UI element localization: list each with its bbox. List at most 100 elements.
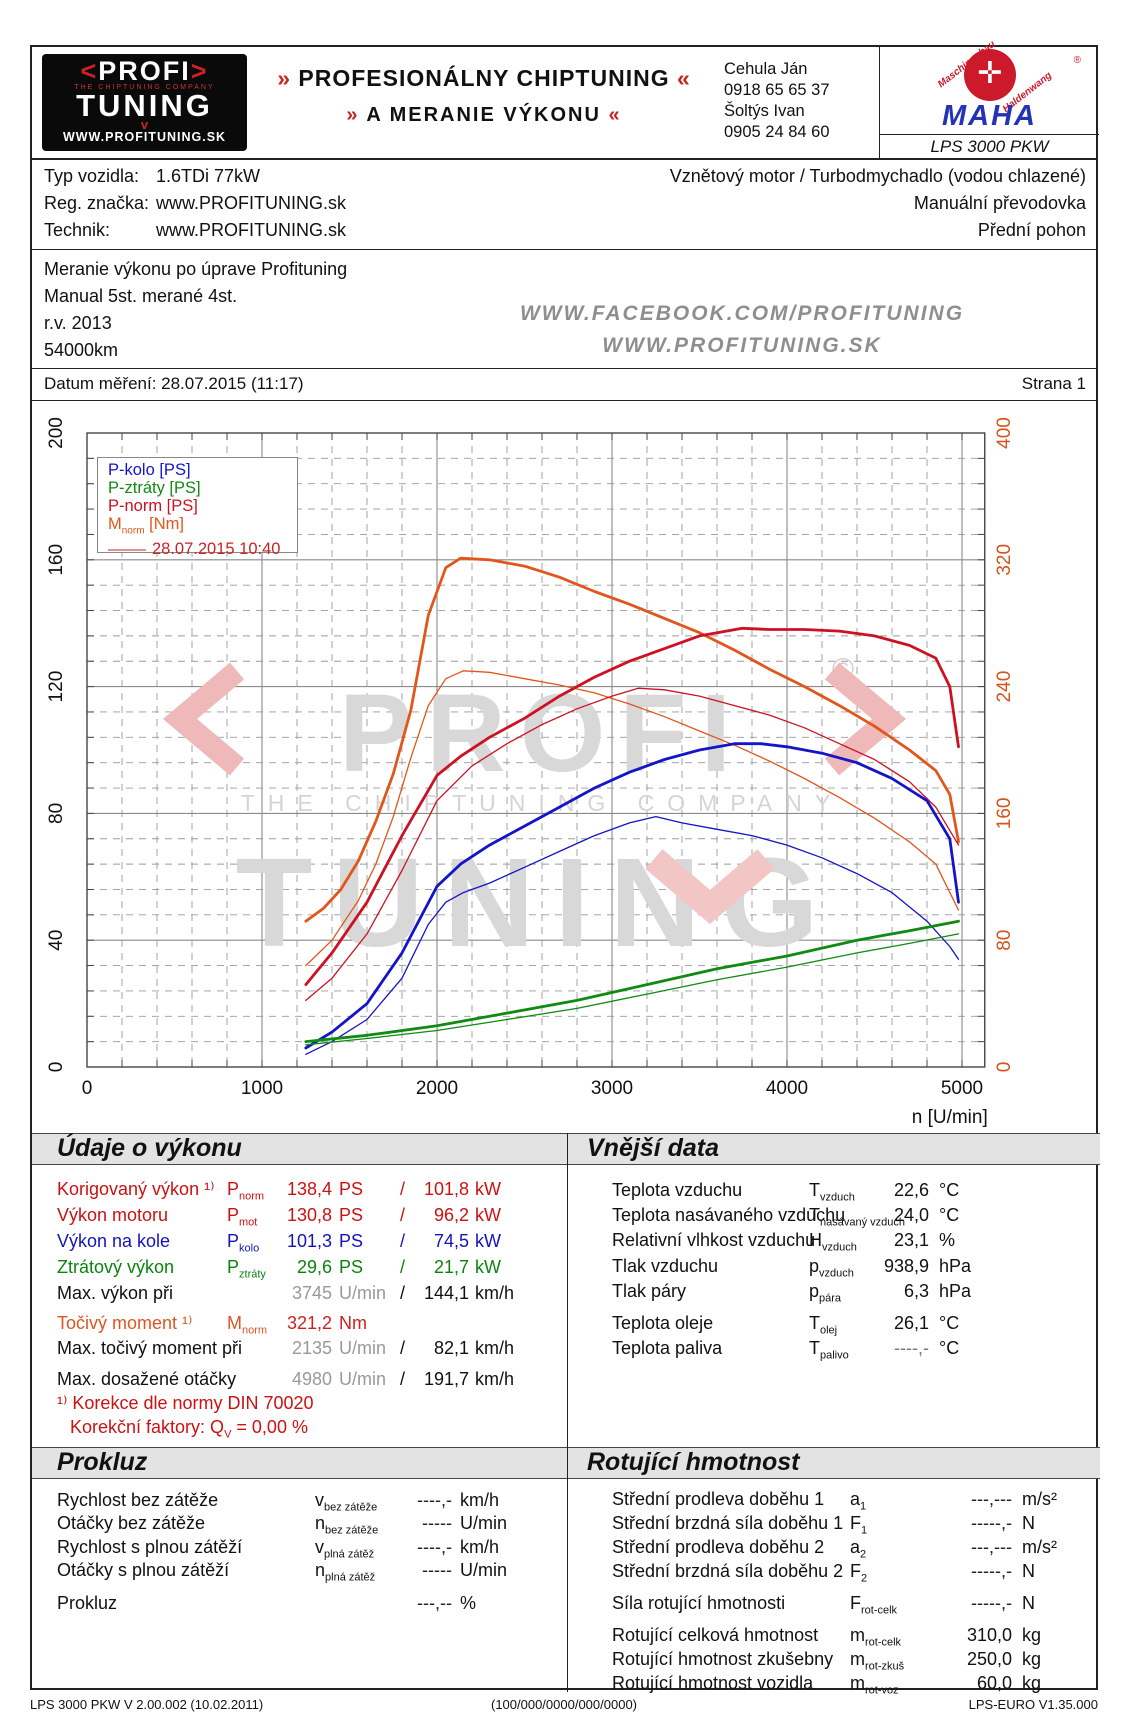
vehicle-label: Typ vozidla:: [44, 166, 140, 186]
vehicle-row: Typ vozidla: 1.6TDi 77kW: [44, 166, 260, 187]
document-frame: <PROFI> THE CHIPTUNING COMPANY TUNING v …: [30, 39, 1100, 1697]
table-row: Rotující hmotnost zkušebny mrot-zkuš 250,0…: [612, 1649, 1042, 1673]
contact-phone-1: 0918 65 65 37: [724, 81, 830, 99]
header-slogans: » PROFESIONÁLNY CHIPTUNING « » A MERANIE…: [254, 65, 714, 127]
vehicle-label: Technik:: [44, 220, 111, 240]
logo-brand-top: PROFI: [98, 56, 191, 86]
svg-text:2000: 2000: [416, 1078, 458, 1099]
footer-software: LPS-EURO V1.35.000: [968, 1697, 1098, 1712]
chart-legend: P-kolo [PS] P-ztráty [PS] P-norm [PS] Mnorm…: [97, 457, 298, 558]
maha-logo-cell: ✛ Maschinenbau Haldenwang ® MAHA LPS 300…: [879, 39, 1099, 160]
vehicle-value: 1.6TDi 77kW: [156, 166, 261, 186]
section-title-slip: Prokluz: [57, 1448, 148, 1476]
contact-phone-2: 0905 24 84 60: [724, 123, 830, 141]
chart-series: [304, 742, 960, 1050]
svg-text:240: 240: [994, 671, 1015, 703]
table-row: Tlak páry ppára 6,3 hPa: [612, 1281, 972, 1305]
table-row: Střední prodleva doběhu 2 a2 ---,--- m/s²: [612, 1537, 1057, 1561]
engine-type: Vznětový motor / Turbodmychadlo (vodou c…: [669, 166, 1086, 186]
table-row: Rotující hmotnost vozidla mrot-voz 60,0 kg: [612, 1673, 1042, 1697]
legend-item: P-ztráty [PS]: [108, 479, 201, 497]
table-row: Prokluz ---,--%: [57, 1593, 477, 1613]
table-row: Max. výkon při 3745 U/min/144,1 km/h: [57, 1283, 515, 1303]
table-row: Rotující celková hmotnost mrot-celk 310,0 k…: [612, 1625, 1042, 1649]
report-footer: LPS 3000 PKW V 2.00.002 (10.02.2011) (10…: [30, 1697, 1098, 1712]
svg-text:120: 120: [46, 671, 67, 703]
chart-series: [304, 556, 960, 923]
svg-text:5000: 5000: [941, 1078, 983, 1099]
chart-series: [305, 687, 960, 1002]
legend-item: Mnorm [Nm]: [108, 515, 184, 537]
table-row: Tlak vzduchu pvzduch 938,9 hPa: [612, 1256, 972, 1280]
vehicle-row: Reg. značka: www.PROFITUNING.sk: [44, 193, 346, 214]
svg-text:40: 40: [46, 930, 67, 951]
guillemet-open-icon: »: [346, 104, 360, 126]
svg-text:n [U/min]: n [U/min]: [912, 1107, 988, 1128]
note-line: r.v. 2013: [44, 313, 112, 333]
svg-text:160: 160: [46, 544, 67, 576]
dyno-chart: PROFI © THE CHIPTUNING COMPANY TUNING 0 1000 2…: [32, 401, 1100, 1133]
footer-code: (100/000/0000/000/0000): [490, 1697, 637, 1712]
note-line: 54000km: [44, 340, 119, 360]
chevron-right-icon: >: [190, 56, 209, 86]
chart-series: [305, 670, 960, 967]
slogan-line1: PROFESIONÁLNY CHIPTUNING: [298, 65, 670, 91]
svg-text:3000: 3000: [591, 1078, 633, 1099]
table-row: Výkon na kole Pkolo 101,3 PS/74,5 kW: [57, 1231, 501, 1255]
table-row: Korekční faktory: QV = 0,00 %: [70, 1417, 308, 1441]
svg-text:320: 320: [994, 544, 1015, 576]
footer-version: LPS 3000 PKW V 2.00.002 (10.02.2011): [30, 1697, 264, 1712]
svg-text:400: 400: [994, 417, 1015, 449]
svg-text:0: 0: [82, 1078, 93, 1099]
logo-website: WWW.PROFITUNING.SK: [62, 130, 227, 144]
legend-item: P-kolo [PS]: [108, 461, 191, 479]
contact-name-1: Cehula Ján: [724, 60, 808, 78]
chart-series: [305, 815, 960, 1055]
legend-line-swatch: [108, 548, 146, 551]
table-row: Střední prodleva doběhu 1 a1 ---,--- m/s²: [612, 1489, 1057, 1513]
chart-series: [304, 626, 960, 986]
table-row: Teplota vzduchu Tvzduch 22,6 °C: [612, 1180, 960, 1204]
table-row: Teplota paliva Tpalivo ----,- °C: [612, 1338, 960, 1362]
section-title-performance: Údaje o výkonu: [57, 1134, 242, 1162]
table-row: Rychlost s plnou zátěží vplná zátěž ----,-…: [57, 1537, 500, 1561]
svg-text:TUNING: TUNING: [236, 832, 839, 973]
svg-text:80: 80: [46, 803, 67, 824]
svg-text:1000: 1000: [241, 1078, 283, 1099]
maha-gear-icon: ✛: [964, 49, 1016, 101]
slogan-line2: A MERANIE VÝKONU: [366, 104, 601, 126]
contact-name-2: Šoltýs Ivan: [724, 102, 805, 120]
page-number: Strana 1: [1021, 374, 1086, 393]
svg-text:80: 80: [994, 930, 1015, 951]
svg-text:0: 0: [46, 1062, 67, 1073]
svg-text:PROFI: PROFI: [339, 672, 745, 795]
vehicle-label: Reg. značka:: [44, 193, 150, 213]
registered-mark-icon: ®: [1073, 55, 1081, 66]
column-divider: [567, 1133, 568, 1692]
table-row: Střední brzdná síla doběhu 1 F1 -----,- N: [612, 1513, 1035, 1537]
profituning-logo: <PROFI> THE CHIPTUNING COMPANY TUNING v …: [42, 54, 247, 151]
svg-text:0: 0: [994, 1062, 1015, 1073]
dyno-model: LPS 3000 PKW: [930, 137, 1049, 156]
vehicle-value: www.PROFITUNING.sk: [156, 193, 347, 213]
guillemet-close-icon: «: [676, 65, 691, 91]
facebook-url: WWW.FACEBOOK.COM/PROFITUNING: [519, 302, 965, 325]
logo-brand-bottom: TUNING: [76, 88, 213, 123]
section-title-rotating: Rotující hmotnost: [587, 1448, 800, 1476]
section-bar-row1: [32, 1133, 1100, 1165]
table-row: Otáčky s plnou zátěží nplná zátěž ----- U/m…: [57, 1560, 508, 1584]
table-row: Ztrátový výkon Pztráty 29,6 PS/21,7 kW: [57, 1257, 501, 1281]
table-row: Výkon motoru Pmot 130,8 PS/96,2 kW: [57, 1205, 501, 1229]
chevron-left-icon: <: [80, 56, 99, 86]
svg-text:200: 200: [46, 417, 67, 449]
legend-item: 28.07.2015 10:40: [108, 540, 297, 558]
guillemet-open-icon: »: [277, 65, 292, 91]
legend-item: P-norm [PS]: [108, 497, 198, 515]
chevron-down-icon: v: [140, 117, 149, 132]
logo-tagline: THE CHIPTUNING COMPANY: [74, 84, 215, 91]
table-row: Střední brzdná síla doběhu 2 F2 -----,- N: [612, 1561, 1035, 1585]
table-row: Točivý moment ¹⁾ Mnorm 321,2 Nm: [57, 1313, 367, 1337]
note-line: Meranie výkonu po úprave Profituning: [44, 259, 348, 279]
